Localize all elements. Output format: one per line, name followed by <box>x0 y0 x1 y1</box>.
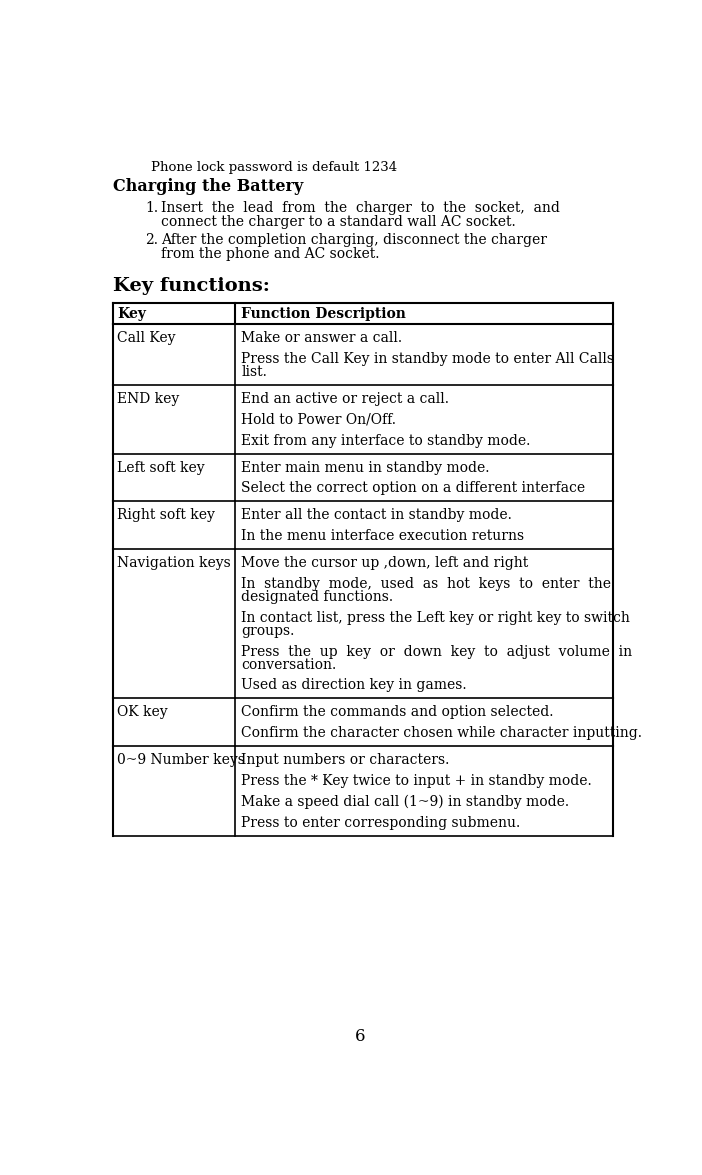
Text: Press the * Key twice to input + in standby mode.: Press the * Key twice to input + in stan… <box>241 774 592 788</box>
Text: Move the cursor up ,down, left and right: Move the cursor up ,down, left and right <box>241 556 529 570</box>
Text: Phone lock password is default 1234: Phone lock password is default 1234 <box>152 161 397 174</box>
Text: Key: Key <box>117 308 146 321</box>
Text: Make a speed dial call (1~9) in standby mode.: Make a speed dial call (1~9) in standby … <box>241 794 569 810</box>
Text: Right soft key: Right soft key <box>117 509 215 523</box>
Text: Used as direction key in games.: Used as direction key in games. <box>241 678 467 692</box>
Text: 2.: 2. <box>145 234 158 248</box>
Text: Confirm the character chosen while character inputting.: Confirm the character chosen while chara… <box>241 726 642 740</box>
Text: Left soft key: Left soft key <box>117 461 205 475</box>
Text: Key functions:: Key functions: <box>112 276 270 295</box>
Text: After the completion charging, disconnect the charger: After the completion charging, disconnec… <box>161 234 547 248</box>
Text: Navigation keys: Navigation keys <box>117 556 231 570</box>
Text: conversation.: conversation. <box>241 658 337 672</box>
Text: Call Key: Call Key <box>117 331 176 345</box>
Text: 1.: 1. <box>145 201 158 215</box>
Text: Insert  the  lead  from  the  charger  to  the  socket,  and: Insert the lead from the charger to the … <box>161 201 559 215</box>
Text: connect the charger to a standard wall AC socket.: connect the charger to a standard wall A… <box>161 215 515 229</box>
Text: Enter main menu in standby mode.: Enter main menu in standby mode. <box>241 461 490 475</box>
Text: 0~9 Number keys: 0~9 Number keys <box>117 753 245 767</box>
Text: Select the correct option on a different interface: Select the correct option on a different… <box>241 482 585 496</box>
Text: Function Description: Function Description <box>241 308 406 321</box>
Text: OK key: OK key <box>117 705 168 719</box>
Text: Confirm the commands and option selected.: Confirm the commands and option selected… <box>241 705 554 719</box>
Text: from the phone and AC socket.: from the phone and AC socket. <box>161 247 379 261</box>
Text: Input numbers or characters.: Input numbers or characters. <box>241 753 450 767</box>
Text: Enter all the contact in standby mode.: Enter all the contact in standby mode. <box>241 509 512 523</box>
Text: Hold to Power On/Off.: Hold to Power On/Off. <box>241 412 397 427</box>
Text: In the menu interface execution returns: In the menu interface execution returns <box>241 529 524 543</box>
Text: End an active or reject a call.: End an active or reject a call. <box>241 392 449 407</box>
Text: Press  the  up  key  or  down  key  to  adjust  volume  in: Press the up key or down key to adjust v… <box>241 645 633 658</box>
Text: 6: 6 <box>355 1028 365 1045</box>
Text: Charging the Battery: Charging the Battery <box>112 177 303 195</box>
Text: In contact list, press the Left key or right key to switch: In contact list, press the Left key or r… <box>241 611 630 625</box>
Text: Exit from any interface to standby mode.: Exit from any interface to standby mode. <box>241 434 531 448</box>
Text: groups.: groups. <box>241 624 295 638</box>
Text: In  standby  mode,  used  as  hot  keys  to  enter  the: In standby mode, used as hot keys to ent… <box>241 577 611 591</box>
Text: list.: list. <box>241 365 267 380</box>
Text: END key: END key <box>117 392 180 407</box>
Text: Make or answer a call.: Make or answer a call. <box>241 331 402 345</box>
Text: Press the Call Key in standby mode to enter All Calls: Press the Call Key in standby mode to en… <box>241 352 614 365</box>
Text: designated functions.: designated functions. <box>241 590 394 604</box>
Text: Press to enter corresponding submenu.: Press to enter corresponding submenu. <box>241 815 521 830</box>
